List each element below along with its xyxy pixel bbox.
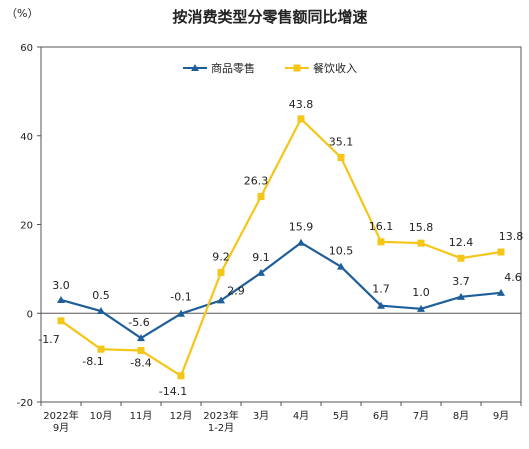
y-tick-label: 40	[20, 132, 33, 143]
x-tick-label: 2023年	[203, 409, 238, 422]
data-point-marker	[417, 304, 425, 312]
x-tick-label: 1-2月	[208, 422, 234, 434]
data-point-marker	[137, 334, 145, 342]
data-point-marker	[497, 248, 505, 256]
x-tick-label: 9月	[493, 410, 509, 422]
x-tick-label: 3月	[253, 410, 269, 422]
legend-label: 餐饮收入	[313, 61, 357, 75]
data-point-marker	[337, 153, 345, 161]
series-line-2	[60, 117, 502, 377]
x-tick-label: 5月	[333, 410, 349, 422]
data-label: -8.1	[82, 355, 103, 368]
data-label: 10.5	[329, 245, 354, 258]
data-point-marker	[97, 307, 105, 315]
y-tick-label: 0	[27, 309, 33, 320]
x-tick-label: 9月	[53, 422, 69, 434]
data-label: 3.7	[452, 275, 470, 288]
legend-marker	[191, 64, 199, 71]
data-point-marker	[57, 317, 65, 325]
data-point-marker	[457, 292, 465, 300]
data-label: 13.8	[499, 230, 524, 243]
data-label: 15.8	[409, 221, 434, 234]
data-label: 26.3	[244, 175, 269, 188]
data-label: 12.4	[449, 236, 474, 249]
data-label: 1.0	[412, 286, 430, 299]
data-point-marker	[337, 262, 345, 270]
data-label: 2.9	[227, 284, 245, 297]
data-point-marker	[377, 238, 385, 246]
legend-label: 商品零售	[211, 61, 255, 75]
data-point-marker	[97, 345, 105, 353]
y-tick-label: 60	[20, 43, 33, 54]
data-point-marker	[177, 372, 185, 380]
data-point-marker	[137, 347, 145, 355]
legend-marker	[293, 64, 301, 72]
x-tick-label: 4月	[293, 410, 309, 422]
x-tick-label: 12月	[170, 410, 193, 422]
x-tick-label: 11月	[130, 410, 153, 422]
data-label: 4.6	[504, 271, 522, 284]
data-point-marker	[297, 115, 305, 123]
chart-title: 按消费类型分零售额同比增速	[172, 8, 367, 26]
series-line-1	[60, 241, 502, 340]
data-point-marker	[417, 239, 425, 247]
data-point-marker	[457, 254, 465, 262]
data-label: 1.7	[372, 283, 390, 296]
data-label: 15.9	[289, 221, 314, 234]
x-tick-label: 8月	[453, 410, 469, 422]
data-label: -14.1	[159, 385, 187, 398]
data-label: -5.6	[128, 316, 149, 329]
data-point-marker	[497, 288, 505, 296]
data-point-marker	[257, 193, 265, 201]
x-tick-label: 2022年	[43, 409, 78, 422]
data-label: -1.7	[38, 333, 59, 346]
data-label: 43.8	[289, 98, 314, 111]
x-tick-label: 7月	[413, 410, 429, 422]
data-point-marker	[177, 309, 185, 317]
x-tick-label: 10月	[90, 410, 113, 422]
data-label: 0.5	[92, 289, 110, 302]
data-label: -0.1	[170, 291, 191, 304]
data-point-marker	[217, 268, 225, 276]
data-label: 9.1	[252, 251, 270, 264]
data-point-marker	[257, 268, 265, 276]
data-point-marker	[57, 295, 65, 303]
data-label: 16.1	[369, 220, 394, 233]
data-label: 35.1	[329, 135, 354, 148]
data-label: 3.0	[52, 279, 70, 292]
x-tick-label: 6月	[373, 410, 389, 422]
y-tick-label: 20	[20, 221, 33, 232]
y-tick-label: -20	[17, 398, 33, 409]
y-axis-unit-label: （%）	[6, 7, 38, 20]
data-label: -8.4	[130, 357, 151, 370]
data-point-marker	[377, 301, 385, 309]
data-label: 9.2	[212, 250, 230, 263]
data-point-marker	[217, 296, 225, 304]
data-point-marker	[297, 238, 305, 246]
